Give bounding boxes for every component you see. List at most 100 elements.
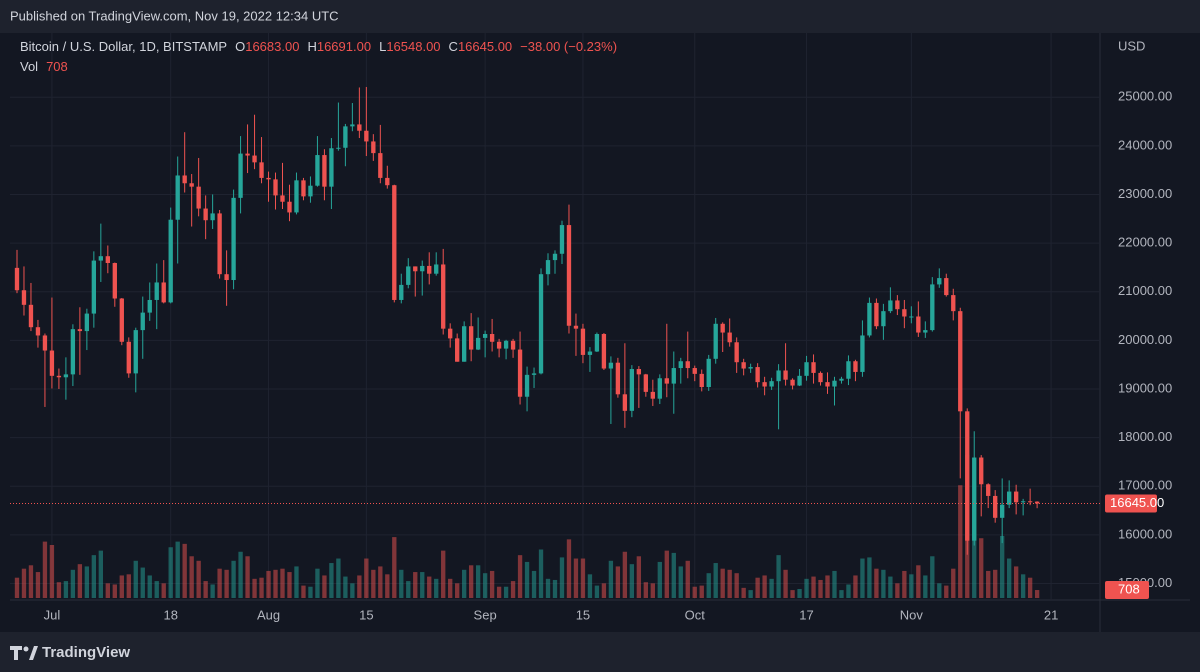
volume-bar — [503, 586, 509, 598]
volume-bar — [594, 585, 600, 598]
header-bar — [0, 0, 1200, 33]
volume-bar — [629, 564, 635, 598]
candle-body — [839, 378, 844, 381]
candle-body — [601, 334, 607, 369]
candle-body — [853, 361, 858, 372]
candle-body — [49, 350, 55, 376]
volume-bar — [944, 585, 949, 598]
candle-body — [846, 361, 851, 379]
volume-bar — [350, 583, 355, 598]
volume-bar — [468, 565, 474, 598]
candle-body — [538, 274, 544, 374]
logo-mark — [10, 646, 22, 660]
volume-bar — [42, 541, 48, 598]
volume-bar — [706, 573, 711, 598]
volume-bar — [622, 551, 628, 598]
candle-body — [371, 141, 376, 154]
candle-body — [133, 330, 138, 374]
candle-body — [741, 362, 746, 369]
volume-bar — [231, 560, 236, 598]
legend-key: O — [235, 39, 245, 54]
x-tick-label: Jul — [44, 607, 61, 622]
candle-body — [126, 341, 131, 374]
volume-bar — [874, 568, 879, 598]
candle-body — [832, 380, 837, 387]
candle-body — [273, 179, 278, 196]
volume-bar — [70, 569, 76, 598]
volume-bar — [84, 566, 90, 598]
candle-body — [336, 147, 341, 149]
volume-bar — [308, 586, 313, 598]
volume-bar — [818, 579, 823, 598]
volume-bar — [1034, 590, 1040, 598]
volume-bar — [685, 560, 690, 598]
volume-bar — [517, 555, 523, 598]
candle-body — [797, 375, 802, 386]
volume-bar — [357, 575, 362, 598]
volume-bar — [811, 576, 816, 598]
volume-bar — [475, 565, 481, 598]
candle-body — [489, 334, 495, 342]
candle-body — [559, 225, 565, 254]
volume-bar — [280, 568, 285, 598]
volume-bar — [993, 569, 998, 598]
volume-bar — [343, 576, 348, 598]
volume-bar — [601, 583, 607, 598]
candle-body — [860, 335, 865, 372]
candle-body — [98, 256, 103, 261]
candle-body — [70, 329, 76, 375]
volume-bar — [203, 581, 208, 598]
candle-body — [545, 260, 551, 275]
volume-bar — [545, 578, 551, 598]
volume-bar — [105, 583, 110, 598]
legend-key: C — [449, 39, 458, 54]
candle-body — [245, 153, 250, 156]
candle-body — [685, 361, 690, 369]
candle-body — [993, 495, 998, 518]
volume-bar — [315, 568, 320, 598]
legend-value: 16683.00 — [245, 39, 299, 54]
volume-bar — [329, 563, 334, 598]
volume-bar — [154, 581, 159, 598]
candle-body — [196, 186, 201, 209]
volume-bar — [21, 568, 27, 598]
candle-body — [699, 373, 704, 388]
volume-bar — [783, 569, 788, 598]
candle-body — [287, 201, 292, 213]
x-tick-label: Oct — [685, 607, 706, 622]
candle-body — [343, 126, 348, 148]
volume-bar — [245, 556, 250, 598]
volume-bar — [91, 555, 97, 598]
candle-body — [972, 457, 977, 541]
volume-bar — [692, 586, 697, 598]
volume-bar — [986, 570, 991, 598]
volume-bar — [133, 560, 138, 598]
candle-body — [986, 484, 991, 496]
candle-body — [608, 362, 614, 369]
volume-bar — [168, 547, 173, 598]
legend-value: 16645.00 — [458, 39, 512, 54]
candle-body — [629, 369, 635, 411]
volume-bar — [140, 567, 145, 598]
candle-body — [175, 175, 180, 220]
brand-logo: TradingView — [10, 644, 130, 661]
volume-bar — [902, 570, 907, 598]
legend-change: −38.00 (−0.23%) — [520, 39, 617, 54]
volume-bar — [951, 568, 956, 598]
candle-body — [350, 124, 355, 127]
candle-body — [755, 367, 760, 383]
volume-bar — [846, 584, 851, 598]
volume-bar — [1007, 558, 1012, 598]
candle-body — [671, 368, 676, 384]
candle-body — [930, 284, 935, 331]
volume-bar — [322, 575, 327, 598]
candle-body — [385, 177, 390, 186]
y-tick-label: 22000.00 — [1118, 235, 1172, 250]
candle-body — [231, 197, 236, 281]
volume-bar — [210, 584, 215, 598]
candle-body — [322, 155, 327, 187]
volume-bar — [615, 566, 621, 598]
x-tick-label: 18 — [163, 607, 177, 622]
published-note: Published on TradingView.com, Nov 19, 20… — [10, 8, 339, 23]
